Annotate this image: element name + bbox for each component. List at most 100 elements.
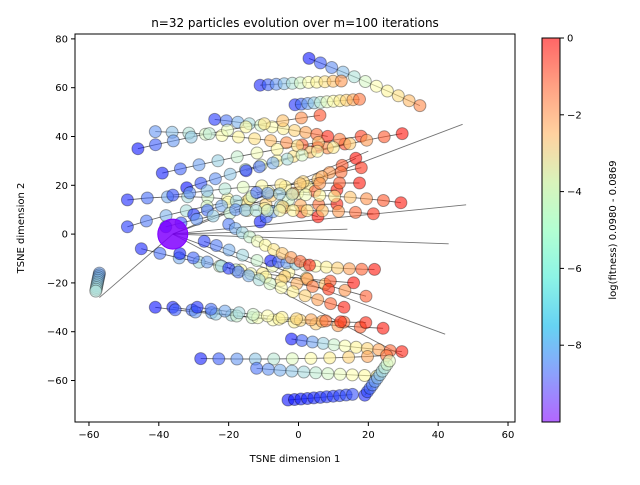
particle-point-p14-9	[333, 176, 346, 190]
particle-point-p30-8	[360, 192, 373, 206]
particle-point-p10-9	[377, 130, 391, 144]
particle-point-p24-8	[304, 313, 318, 327]
global-best-marker	[157, 218, 189, 250]
particle-point-p12-0	[120, 220, 134, 234]
particle-point-p26-0	[194, 352, 208, 366]
particle-point-p14-10	[353, 176, 366, 190]
particle-point-p8-2	[192, 158, 206, 172]
particle-point-p8-6	[270, 142, 284, 156]
colorbar	[541, 37, 561, 423]
particle-point-p24-7	[290, 312, 303, 326]
particle-point-p10-8	[360, 133, 374, 147]
particle-point-p23-1	[168, 303, 182, 317]
x-tick-label: 40	[432, 430, 445, 441]
attraction-line-17	[172, 233, 449, 245]
particle-point-p20-7	[298, 289, 312, 303]
particle-point-p19-10	[322, 282, 336, 296]
particle-point-p5-5	[231, 130, 245, 144]
particle-point-p7-2	[208, 172, 222, 186]
particle-point-p13-9	[334, 165, 348, 179]
particle-point-p4-8	[299, 125, 313, 139]
particle-point-p25-2	[306, 335, 319, 349]
colorbar-tick-label: −4	[567, 187, 582, 198]
particle-point-p1-5	[358, 75, 372, 88]
particle-point-p15-9	[338, 283, 352, 297]
particle-point-p31-8	[332, 204, 345, 218]
particle-point-p22-10	[376, 321, 390, 335]
particle-point-p15-0	[197, 234, 211, 248]
particle-point-p27-8	[345, 368, 359, 382]
particle-point-p27-6	[321, 367, 335, 381]
particle-point-p1-1	[313, 56, 327, 70]
particle-point-p31-10	[366, 207, 380, 221]
particle-point-p3-10	[353, 92, 366, 106]
particle-point-p31-4	[273, 204, 287, 217]
particle-point-p31-6	[300, 204, 314, 218]
y-tick-label: −20	[47, 278, 68, 289]
particle-point-p23-0	[148, 300, 162, 314]
particle-point-p17-0	[134, 242, 148, 256]
particle-point-p27-0	[250, 361, 264, 375]
particle-point-p30-9	[376, 194, 390, 207]
particle-point-p30-1	[261, 186, 275, 200]
particle-point-p14-8	[313, 176, 327, 190]
particle-point-p25-6	[349, 340, 363, 354]
particle-point-p20-9	[324, 297, 338, 311]
particle-point-p1-0	[302, 51, 316, 65]
particle-point-p1-4	[347, 70, 361, 84]
particle-point-p17-10	[347, 276, 361, 290]
particle-point-p25-5	[338, 339, 352, 353]
particle-point-p26-1	[212, 352, 226, 366]
particle-point-p8-1	[173, 162, 187, 176]
particle-point-p26-7	[323, 351, 337, 365]
particle-point-p8-9	[333, 132, 347, 146]
particle-point-p6-4	[202, 127, 216, 141]
particle-point-p31-5	[286, 204, 300, 217]
particle-point-p26-4	[267, 352, 281, 366]
y-tick-label: 40	[55, 132, 68, 143]
particle-point-p6-9	[294, 111, 308, 125]
particle-point-p10-5	[310, 144, 324, 158]
y-tick-label: −40	[47, 327, 68, 338]
particle-point-p23-10	[359, 316, 373, 330]
particle-point-p30-5	[313, 188, 327, 202]
x-tick-label: −20	[218, 430, 239, 441]
particle-point-p10-10	[395, 127, 409, 141]
particle-point-p14-1	[183, 186, 197, 200]
colorbar-label: log(fitness) 0.0980 - 0.0869	[608, 160, 619, 299]
particle-point-p16-3	[206, 209, 220, 223]
particle-point-p24-0	[190, 300, 204, 314]
particle-point-p1-10	[413, 99, 427, 113]
particle-point-p30-10	[394, 196, 408, 210]
particle-point-p10-0	[239, 164, 253, 178]
particle-point-p20-10	[337, 300, 351, 314]
y-tick-label: 60	[55, 83, 68, 94]
particle-point-p15-4	[250, 254, 264, 267]
particle-point-p27-7	[333, 367, 347, 381]
particle-point-p6-2	[166, 134, 180, 148]
particle-point-p4-0	[208, 112, 222, 126]
particle-point-p18-8	[342, 262, 356, 276]
particle-point-p9-1	[140, 191, 154, 205]
x-axis-ticks: −60 −40 −20 0 20 40 60	[78, 422, 514, 441]
particle-point-p4-7	[288, 124, 302, 137]
particle-point-p20-2	[242, 269, 256, 283]
colorbar-tick-label: 0	[567, 34, 573, 45]
y-tick-label: −60	[47, 376, 68, 387]
particle-point-p6-8	[276, 114, 290, 128]
particle-point-p20-8	[311, 293, 325, 307]
particle-point-p31-9	[349, 205, 362, 219]
particle-point-p30-2	[273, 187, 287, 201]
particle-point-p24-6	[275, 310, 289, 324]
particle-point-p10-4	[295, 148, 309, 162]
particle-points	[89, 51, 427, 407]
particle-point-p24-4	[246, 307, 260, 321]
x-tick-label: −60	[78, 430, 99, 441]
colorbar-ticks: 0 −2 −4 −6 −8	[560, 34, 582, 352]
x-tick-label: 0	[295, 430, 301, 441]
particle-point-p31-2	[249, 204, 263, 217]
particle-point-p24-2	[218, 304, 232, 318]
particle-point-p27-3	[285, 364, 299, 378]
particle-point-p19-0	[173, 247, 187, 261]
